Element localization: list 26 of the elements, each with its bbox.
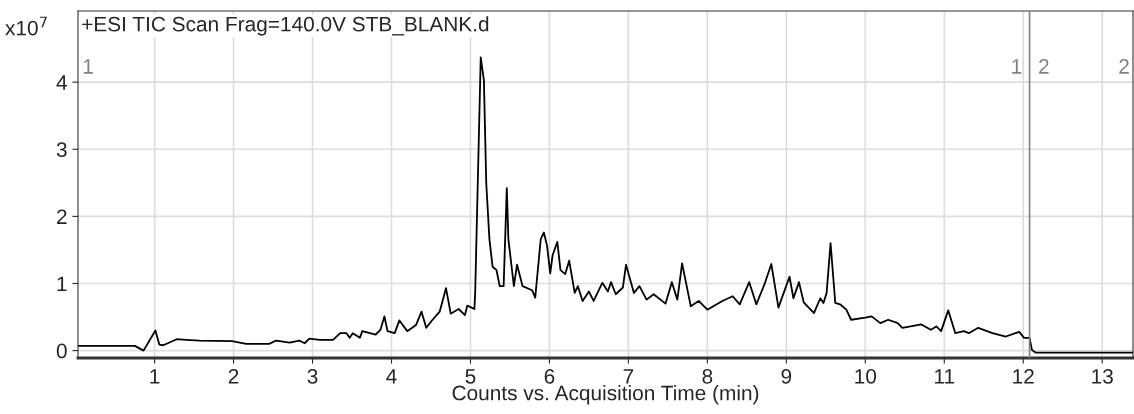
y-axis-title: x10$^{7}$: [5, 16, 47, 36]
annotation: 1: [1012, 59, 1022, 74]
chart-title: +ESI TIC Scan Frag=140.0V STB_BLANK.d: [82, 16, 489, 36]
line-series: [78, 56, 1133, 354]
x-tick-label: 5: [465, 369, 476, 384]
x-axis-title: Counts vs. Acquisition Time (min): [452, 385, 759, 405]
x-tick-label: 11: [935, 369, 955, 384]
y-tick-label: 1: [57, 276, 67, 292]
x-tick-label: 8: [702, 368, 713, 384]
y-tick-label: 0: [56, 343, 67, 359]
x-tick-label: 4: [386, 369, 397, 384]
x-tick-label: 9: [781, 368, 792, 384]
x-tick-label: 3: [307, 368, 318, 384]
x-tick-label: 1: [150, 369, 160, 384]
annotation: 2: [1119, 59, 1129, 74]
x-tick-label: 12: [1013, 368, 1034, 384]
y-tick-label: 4: [56, 75, 67, 90]
annotation: 1: [83, 59, 93, 74]
x-tick-label: 10: [855, 368, 877, 384]
annotation: 2: [1039, 59, 1049, 74]
x-tick-label: 2: [228, 368, 239, 384]
x-tick-label: 13: [1092, 368, 1113, 384]
y-tick-label: 2: [57, 209, 67, 224]
x-tick-label: 6: [544, 368, 555, 384]
y-tick-label: 3: [56, 142, 67, 158]
x-tick-label: 7: [623, 369, 634, 384]
